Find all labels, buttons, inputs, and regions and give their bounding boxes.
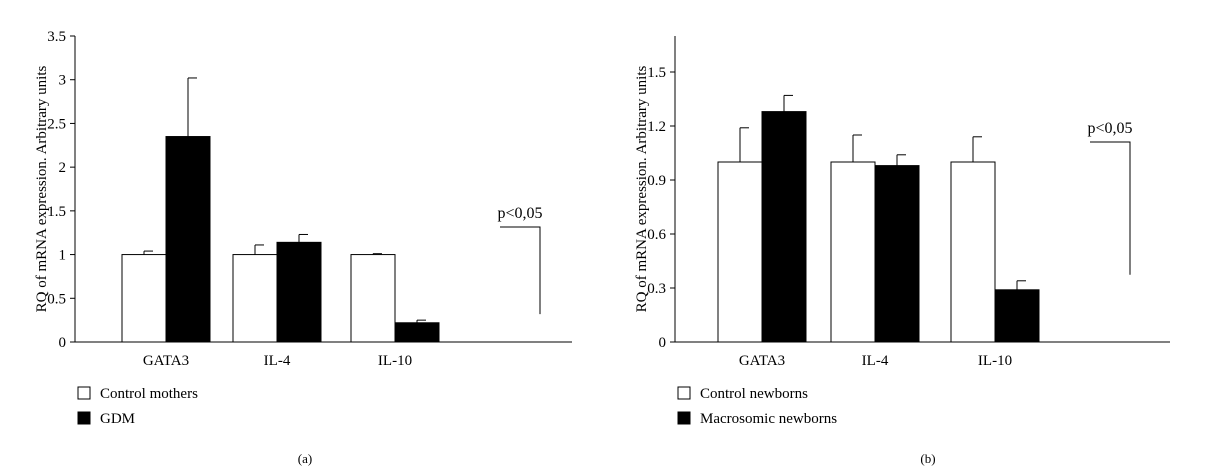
significance-bracket <box>500 226 541 315</box>
bar-case-gata3 <box>165 136 211 343</box>
y-tick-label: 3 <box>59 73 67 89</box>
y-tick-label: 0 <box>659 335 667 351</box>
bar-control-il-4 <box>232 254 278 343</box>
bar-control-gata3 <box>121 254 167 343</box>
y-tick-label: 3.5 <box>47 29 66 45</box>
legend-label-case: Macrosomic newborns <box>700 411 837 427</box>
y-axis-label: RQ of mRNA expression. Arbitrary units <box>634 66 650 313</box>
legend-label-control: Control newborns <box>700 386 808 402</box>
bar-control-gata3 <box>717 161 763 343</box>
bar-case-il-4 <box>874 165 920 343</box>
y-tick-label: 0 <box>59 335 67 351</box>
panel-label: (a) <box>298 451 312 466</box>
significance-label: p<0,05 <box>497 205 542 222</box>
legend-swatch-control <box>77 386 91 400</box>
y-tick-label: 0.9 <box>647 173 666 189</box>
x-tick-label: IL-4 <box>862 353 889 369</box>
y-axis-label: RQ of mRNA expression. Arbitrary units <box>34 66 50 313</box>
chart-panel-a: 0 0.5 1 1.5 2 2.5 3 3.5 RQ of mRNA expression. A… <box>34 29 572 466</box>
x-tick-label: IL-10 <box>378 353 412 369</box>
x-tick-label: IL-4 <box>264 353 291 369</box>
significance-bracket <box>1090 141 1131 275</box>
legend-label-control: Control mothers <box>100 386 198 402</box>
y-tick-label: 0.6 <box>647 227 666 243</box>
panel-label: (b) <box>920 451 935 466</box>
significance-label: p<0,05 <box>1087 120 1132 137</box>
bar-case-gata3 <box>761 111 807 343</box>
legend-swatch-control <box>677 386 691 400</box>
bar-case-il-4 <box>276 241 322 343</box>
bar-control-il-10 <box>350 254 396 343</box>
y-tick-label: 1.5 <box>47 204 66 220</box>
y-tick-label: 2.5 <box>47 116 66 132</box>
bar-control-il-10 <box>950 161 996 343</box>
x-tick-label: IL-10 <box>978 353 1012 369</box>
y-tick-label: 1 <box>59 248 67 264</box>
y-tick-label: 0.3 <box>647 281 666 297</box>
x-tick-label: GATA3 <box>739 353 785 369</box>
y-tick-label: 1.5 <box>647 65 666 81</box>
y-tick-label: 2 <box>59 160 67 176</box>
y-tick-label: 0.5 <box>47 291 66 307</box>
y-tick-label: 1.2 <box>647 119 666 135</box>
legend-label-case: GDM <box>100 411 135 427</box>
legend-swatch-case <box>677 411 691 425</box>
x-tick-label: GATA3 <box>143 353 189 369</box>
chart-panel-b: 0 0.3 0.6 0.9 1.2 1.5RQ of mRNA expression. A… <box>634 36 1170 466</box>
bar-case-il-10 <box>994 289 1040 343</box>
bar-case-il-10 <box>394 322 440 343</box>
legend-swatch-case <box>77 411 91 425</box>
bar-control-il-4 <box>830 161 876 343</box>
